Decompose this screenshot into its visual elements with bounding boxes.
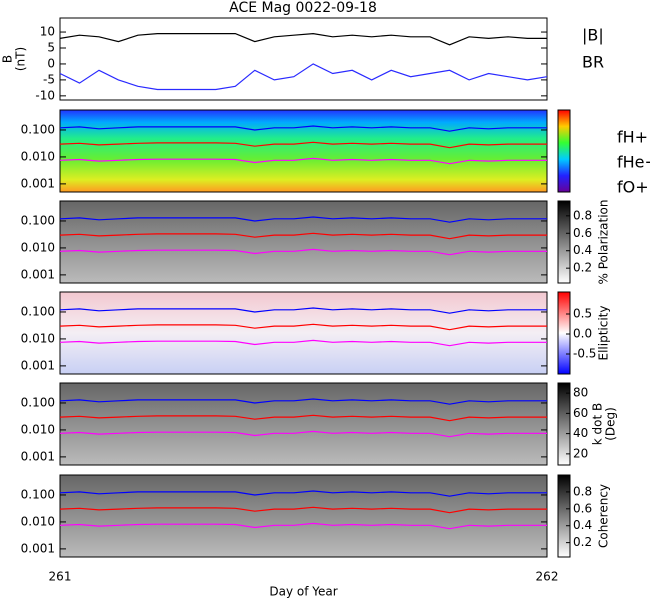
colorbar-tick-label: 0.4 xyxy=(573,518,592,532)
y-tick-label: 0.001 xyxy=(21,449,55,463)
y-tick-label: 0.001 xyxy=(21,358,55,372)
colorbar-label: % Polarization xyxy=(597,200,611,285)
x-tick-label: 262 xyxy=(536,570,559,584)
series-line xyxy=(59,232,547,240)
y-tick-label: 0.010 xyxy=(21,240,55,254)
series-line xyxy=(59,490,547,497)
colorbar-tick-label: 0.2 xyxy=(573,261,592,275)
colorbar-tick-label: 0.2 xyxy=(573,535,592,549)
colorbar-tick-label: 0.8 xyxy=(573,208,592,222)
colorbar-tick-label: 20 xyxy=(573,446,588,460)
spectrogram-background xyxy=(60,383,547,465)
colorbar-tick-label: 40 xyxy=(573,426,588,440)
panel-frame xyxy=(59,291,548,375)
colorbar xyxy=(557,474,571,558)
y-tick-label: -10 xyxy=(35,88,55,102)
series-line xyxy=(59,430,547,438)
y-tick-label: 5 xyxy=(47,40,55,54)
colorbar-tick-label: 0.5 xyxy=(573,307,592,321)
panel-frame xyxy=(59,200,548,284)
legend-entry: BR xyxy=(582,53,604,72)
colorbar-tick-label: 60 xyxy=(573,406,588,420)
y-tick-label: 10 xyxy=(40,25,55,39)
legend-entry: |B| xyxy=(582,26,604,45)
series-line xyxy=(59,141,547,149)
colorbar xyxy=(557,382,571,466)
series-line xyxy=(59,248,547,256)
series-line xyxy=(59,32,547,46)
panel-frame xyxy=(59,382,548,466)
colorbar-tick-label: 0.0 xyxy=(573,327,592,341)
legend-entry: fHe+ xyxy=(617,153,650,172)
spectrogram-background xyxy=(60,201,547,283)
x-tick-label: 261 xyxy=(49,570,72,584)
y-tick-label: 0.001 xyxy=(21,267,55,281)
spectrogram-background xyxy=(60,110,547,192)
colorbar xyxy=(557,109,571,193)
colorbar-tick-label: 80 xyxy=(573,386,588,400)
chart-title: ACE Mag 0022-09-18 xyxy=(229,0,377,16)
colorbar-tick-label: 0.6 xyxy=(573,226,592,240)
colorbar xyxy=(557,200,571,284)
y-tick-label: 0.100 xyxy=(21,487,55,501)
colorbar-label: Ellipticity xyxy=(597,306,611,361)
series-line xyxy=(59,414,547,422)
series-line xyxy=(59,323,547,331)
y-tick-label: 0.010 xyxy=(21,514,55,528)
colorbar-label: Coherency xyxy=(597,484,611,548)
legend-entry: fH+ xyxy=(617,128,648,147)
series-line xyxy=(59,339,547,347)
series-line xyxy=(59,216,547,223)
y-tick-label: 0.001 xyxy=(21,176,55,190)
spectrogram-background xyxy=(60,292,547,374)
colorbar-tick-label: 0.6 xyxy=(573,501,592,515)
series-line xyxy=(59,522,547,530)
series-line xyxy=(59,398,547,405)
series-line xyxy=(59,63,548,91)
y-tick-label: 0.010 xyxy=(21,422,55,436)
series-line xyxy=(59,307,547,314)
colorbar xyxy=(557,291,571,375)
series-line xyxy=(59,506,547,514)
legend-entry: fO+ xyxy=(617,178,649,197)
y-tick-label: 0.010 xyxy=(21,149,55,163)
series-line xyxy=(59,157,547,165)
colorbar-label: k dot B xyxy=(591,403,605,445)
y-tick-label: 0.100 xyxy=(21,122,55,136)
x-axis-label: Day of Year xyxy=(269,585,337,599)
colorbar-label: (Deg) xyxy=(604,407,618,441)
y-tick-label: 0.001 xyxy=(21,541,55,555)
y-tick-label: 0.100 xyxy=(21,304,55,318)
y-tick-label: 0 xyxy=(47,56,55,70)
y-axis-label: (nT) xyxy=(14,47,28,71)
colorbar-tick-label: -0.5 xyxy=(573,347,596,361)
y-axis-label: B xyxy=(1,55,15,63)
y-tick-label: -5 xyxy=(43,72,55,86)
y-tick-label: 0.100 xyxy=(21,395,55,409)
spectrogram-background xyxy=(60,475,547,557)
panel-frame xyxy=(59,474,548,558)
colorbar-tick-label: 0.4 xyxy=(573,243,592,257)
panel-frame xyxy=(59,17,548,101)
series-line xyxy=(59,125,547,132)
panel-frame xyxy=(59,109,548,193)
y-tick-label: 0.010 xyxy=(21,331,55,345)
y-tick-label: 0.100 xyxy=(21,213,55,227)
colorbar-tick-label: 0.8 xyxy=(573,484,592,498)
